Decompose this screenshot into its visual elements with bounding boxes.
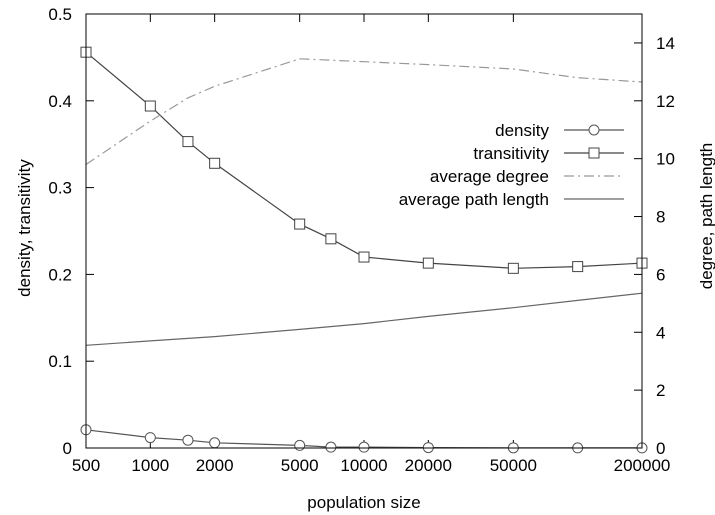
axis-ticks: 500 1000 2000 5000 10000 20000 50000 20000000.1… bbox=[48, 5, 675, 475]
data-point-square bbox=[182, 136, 194, 148]
y-left-tick-label: 0.2 bbox=[48, 265, 72, 284]
x-tick-label: 5000 bbox=[281, 456, 319, 475]
y-right-tick-label: 12 bbox=[656, 92, 675, 111]
data-point-circle bbox=[325, 441, 337, 453]
series-line-average-degree bbox=[85, 58, 643, 165]
series-average-degree bbox=[85, 58, 643, 165]
series-layer bbox=[80, 46, 648, 454]
data-point-square bbox=[588, 147, 600, 159]
data-point-square bbox=[144, 100, 156, 112]
y-right-tick-label: 10 bbox=[656, 150, 675, 169]
series-density bbox=[80, 424, 648, 454]
data-point-circle bbox=[182, 434, 194, 446]
data-point-square bbox=[209, 157, 221, 169]
y-right-tick-label: 8 bbox=[656, 208, 665, 227]
legend-label: average path length bbox=[399, 190, 549, 209]
x-tick-label: 2000 bbox=[196, 456, 234, 475]
series-line-transitivity bbox=[85, 51, 643, 269]
x-tick-label: 200000 bbox=[614, 456, 671, 475]
y-axis-left-title: density, transitivity bbox=[15, 159, 34, 297]
x-tick-label: 500 bbox=[72, 456, 100, 475]
data-point-square bbox=[572, 261, 584, 273]
y-axis-right-title: degree, path length bbox=[697, 143, 715, 290]
data-point-square bbox=[358, 251, 370, 263]
x-tick-label: 50000 bbox=[490, 456, 537, 475]
x-axis-title: population size bbox=[307, 493, 420, 512]
y-left-tick-label: 0 bbox=[63, 439, 72, 458]
data-point-circle bbox=[209, 437, 221, 449]
series-line-average-path-length bbox=[85, 292, 643, 346]
data-point-square bbox=[325, 233, 337, 245]
legend-label: average degree bbox=[430, 167, 549, 186]
y-right-tick-label: 2 bbox=[656, 381, 665, 400]
y-left-tick-label: 0.1 bbox=[48, 352, 72, 371]
plot-frame bbox=[85, 13, 643, 449]
y-right-tick-label: 6 bbox=[656, 265, 665, 284]
legend: density transitivity average degree average… bbox=[399, 121, 624, 209]
y-left-tick-label: 0.4 bbox=[48, 92, 72, 111]
x-tick-label: 10000 bbox=[340, 456, 387, 475]
x-tick-label: 20000 bbox=[405, 456, 452, 475]
data-point-square bbox=[507, 262, 519, 274]
data-point-circle bbox=[358, 441, 370, 453]
y-right-tick-label: 0 bbox=[656, 439, 665, 458]
data-point-square bbox=[294, 218, 306, 230]
y-left-tick-label: 0.3 bbox=[48, 179, 72, 198]
data-point-circle bbox=[144, 432, 156, 444]
legend-item-average-path-length: average path length bbox=[399, 190, 624, 209]
data-point-circle bbox=[294, 439, 306, 451]
data-point-circle bbox=[588, 124, 600, 136]
legend-item-density: density bbox=[495, 121, 624, 140]
legend-label: density bbox=[495, 121, 549, 140]
legend-item-transitivity: transitivity bbox=[473, 144, 624, 163]
series-transitivity bbox=[80, 46, 648, 274]
y-right-tick-label: 4 bbox=[656, 323, 665, 342]
y-right-tick-label: 14 bbox=[656, 34, 675, 53]
y-left-tick-label: 0.5 bbox=[48, 5, 72, 24]
legend-label: transitivity bbox=[473, 144, 549, 163]
series-average-path-length bbox=[85, 292, 643, 346]
data-point-square bbox=[422, 257, 434, 269]
legend-item-average-degree: average degree bbox=[430, 167, 624, 186]
x-tick-label: 1000 bbox=[131, 456, 169, 475]
